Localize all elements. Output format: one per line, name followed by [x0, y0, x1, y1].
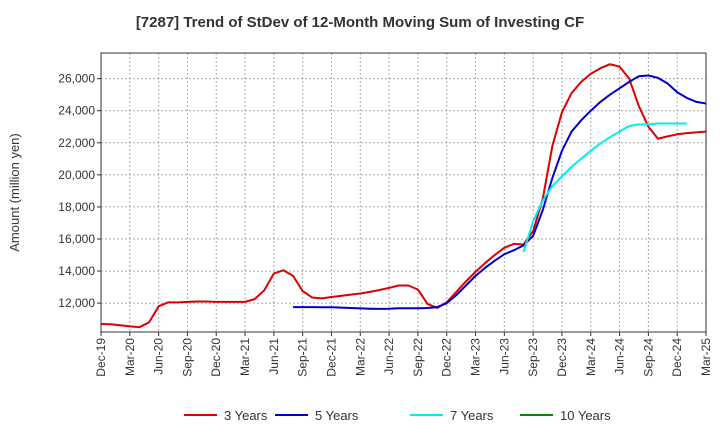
x-tick-label: Mar-20: [123, 338, 137, 376]
series-line-5-years: [293, 74, 707, 310]
x-tick-label: Jun-20: [152, 338, 166, 375]
x-tick-label: Sep-23: [526, 338, 540, 377]
y-axis-label: Amount (million yen): [7, 133, 22, 252]
x-tick-label: Mar-21: [238, 338, 252, 376]
plot-background: [101, 53, 706, 332]
x-tick-label: Sep-24: [641, 338, 655, 377]
y-tick-label: 26,000: [58, 72, 95, 86]
y-tick-label: 18,000: [58, 200, 95, 214]
y-tick-label: 20,000: [58, 168, 95, 182]
x-tick-label: Dec-22: [440, 338, 454, 377]
y-tick-label: 14,000: [58, 264, 95, 278]
x-tick-label: Dec-20: [209, 338, 223, 377]
series-lines: [100, 63, 707, 329]
y-tick-label: 22,000: [58, 136, 95, 150]
x-tick-label: Dec-19: [94, 338, 108, 377]
x-tick-label: Sep-20: [180, 338, 194, 377]
legend-label: 5 Years: [315, 408, 359, 423]
series-line-3-years: [100, 63, 707, 329]
legend-label: 7 Years: [450, 408, 494, 423]
x-tick-label: Dec-24: [670, 338, 684, 377]
grid-lines: [100, 53, 707, 332]
x-tick-label: Jun-22: [382, 338, 396, 375]
x-tick-label: Jun-21: [267, 338, 281, 375]
chart-title: [7287] Trend of StDev of 12-Month Moving…: [135, 14, 585, 31]
legend: 3 Years 5 Years 7 Years 10 Years: [184, 408, 611, 423]
legend-label: 3 Years: [224, 408, 268, 423]
y-tick-label: 12,000: [58, 296, 95, 310]
axes: 12,000 14,000 16,000 18,000 20,000 22,000 24,0…: [7, 52, 713, 377]
x-tick-label: Sep-21: [296, 338, 310, 377]
x-tick-label: Jun-23: [497, 338, 511, 375]
x-tick-label: Dec-21: [324, 338, 338, 377]
x-tick-label: Mar-22: [353, 338, 367, 376]
x-tick-label: Dec-23: [555, 338, 569, 377]
x-tick-label: Mar-25: [699, 338, 713, 376]
x-tick-label: Sep-22: [411, 338, 425, 377]
legend-label: 10 Years: [560, 408, 611, 423]
y-tick-label: 24,000: [58, 104, 95, 118]
x-tick-label: Mar-24: [584, 338, 598, 376]
y-tick-label: 16,000: [58, 232, 95, 246]
series-line-7-years: [522, 122, 687, 253]
plot-area: [101, 53, 706, 332]
x-tick-label: Mar-23: [469, 338, 483, 376]
plot-frame: [100, 52, 707, 333]
x-tick-label: Jun-24: [613, 338, 627, 375]
